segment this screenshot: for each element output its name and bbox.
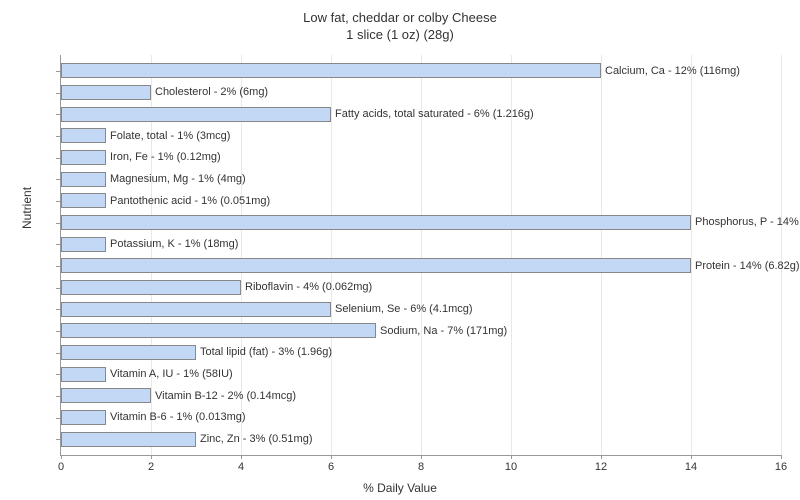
bar-row: Potassium, K - 1% (18mg) bbox=[61, 233, 238, 255]
nutrient-bar bbox=[61, 128, 106, 143]
y-tick bbox=[56, 396, 60, 397]
y-tick bbox=[56, 266, 60, 267]
bar-row: Cholesterol - 2% (6mg) bbox=[61, 82, 268, 104]
nutrient-bar bbox=[61, 258, 691, 273]
y-tick bbox=[56, 201, 60, 202]
y-tick bbox=[56, 309, 60, 310]
y-axis-label: Nutrient bbox=[20, 187, 34, 229]
nutrient-label: Pantothenic acid - 1% (0.051mg) bbox=[110, 195, 270, 207]
y-tick bbox=[56, 223, 60, 224]
chart-title: Low fat, cheddar or colby Cheese 1 slice… bbox=[0, 0, 800, 44]
nutrient-label: Vitamin B-6 - 1% (0.013mg) bbox=[110, 411, 246, 423]
bar-row: Riboflavin - 4% (0.062mg) bbox=[61, 277, 372, 299]
y-tick bbox=[56, 179, 60, 180]
plot-area: 0246810121416Calcium, Ca - 12% (116mg)Ch… bbox=[60, 55, 781, 456]
y-tick bbox=[56, 288, 60, 289]
x-tick-label: 12 bbox=[595, 461, 607, 473]
x-tick bbox=[691, 455, 692, 459]
nutrient-label: Magnesium, Mg - 1% (4mg) bbox=[110, 173, 246, 185]
bar-row: Pantothenic acid - 1% (0.051mg) bbox=[61, 190, 270, 212]
x-tick-label: 6 bbox=[328, 461, 334, 473]
nutrient-label: Phosphorus, P - 14% (136mg) bbox=[695, 216, 800, 228]
nutrient-bar bbox=[61, 193, 106, 208]
x-tick bbox=[421, 455, 422, 459]
bar-row: Protein - 14% (6.82g) bbox=[61, 255, 800, 277]
y-tick bbox=[56, 114, 60, 115]
y-tick bbox=[56, 418, 60, 419]
bar-row: Vitamin A, IU - 1% (58IU) bbox=[61, 363, 233, 385]
nutrient-label: Calcium, Ca - 12% (116mg) bbox=[605, 65, 740, 77]
x-tick-label: 2 bbox=[148, 461, 154, 473]
bar-row: Calcium, Ca - 12% (116mg) bbox=[61, 60, 740, 82]
nutrient-label: Iron, Fe - 1% (0.12mg) bbox=[110, 151, 221, 163]
x-tick-label: 8 bbox=[418, 461, 424, 473]
nutrient-bar bbox=[61, 410, 106, 425]
nutrient-bar bbox=[61, 388, 151, 403]
nutrient-label: Folate, total - 1% (3mcg) bbox=[110, 130, 230, 142]
nutrient-label: Selenium, Se - 6% (4.1mcg) bbox=[335, 303, 473, 315]
bar-row: Total lipid (fat) - 3% (1.96g) bbox=[61, 342, 332, 364]
bar-row: Selenium, Se - 6% (4.1mcg) bbox=[61, 298, 473, 320]
x-tick bbox=[511, 455, 512, 459]
bar-row: Phosphorus, P - 14% (136mg) bbox=[61, 212, 800, 234]
nutrient-bar bbox=[61, 215, 691, 230]
nutrient-label: Vitamin B-12 - 2% (0.14mcg) bbox=[155, 390, 296, 402]
x-tick bbox=[601, 455, 602, 459]
bar-row: Zinc, Zn - 3% (0.51mg) bbox=[61, 428, 312, 450]
x-axis-label: % Daily Value bbox=[0, 481, 800, 495]
nutrient-label: Fatty acids, total saturated - 6% (1.216… bbox=[335, 108, 534, 120]
x-tick-label: 4 bbox=[238, 461, 244, 473]
nutrient-label: Total lipid (fat) - 3% (1.96g) bbox=[200, 346, 332, 358]
nutrient-label: Protein - 14% (6.82g) bbox=[695, 260, 800, 272]
x-tick bbox=[781, 455, 782, 459]
nutrient-bar bbox=[61, 150, 106, 165]
y-tick bbox=[56, 331, 60, 332]
y-tick bbox=[56, 158, 60, 159]
bar-row: Fatty acids, total saturated - 6% (1.216… bbox=[61, 103, 534, 125]
title-line-2: 1 slice (1 oz) (28g) bbox=[346, 27, 454, 42]
title-line-1: Low fat, cheddar or colby Cheese bbox=[303, 10, 497, 25]
nutrient-label: Vitamin A, IU - 1% (58IU) bbox=[110, 368, 233, 380]
x-tick bbox=[241, 455, 242, 459]
y-tick bbox=[56, 93, 60, 94]
nutrient-bar bbox=[61, 367, 106, 382]
bar-row: Vitamin B-6 - 1% (0.013mg) bbox=[61, 407, 246, 429]
bar-row: Vitamin B-12 - 2% (0.14mcg) bbox=[61, 385, 296, 407]
bar-row: Iron, Fe - 1% (0.12mg) bbox=[61, 147, 221, 169]
nutrient-bar bbox=[61, 302, 331, 317]
nutrient-bar bbox=[61, 172, 106, 187]
nutrient-label: Riboflavin - 4% (0.062mg) bbox=[245, 281, 372, 293]
x-tick bbox=[331, 455, 332, 459]
y-tick bbox=[56, 374, 60, 375]
nutrient-bar bbox=[61, 280, 241, 295]
nutrient-label: Zinc, Zn - 3% (0.51mg) bbox=[200, 433, 312, 445]
x-tick-label: 10 bbox=[505, 461, 517, 473]
bar-row: Magnesium, Mg - 1% (4mg) bbox=[61, 168, 246, 190]
nutrient-bar bbox=[61, 85, 151, 100]
nutrition-chart: Low fat, cheddar or colby Cheese 1 slice… bbox=[0, 0, 800, 500]
nutrient-bar bbox=[61, 63, 601, 78]
x-tick-label: 14 bbox=[685, 461, 697, 473]
y-tick bbox=[56, 244, 60, 245]
bar-row: Sodium, Na - 7% (171mg) bbox=[61, 320, 507, 342]
y-tick bbox=[56, 439, 60, 440]
y-tick bbox=[56, 353, 60, 354]
x-tick-label: 16 bbox=[775, 461, 787, 473]
nutrient-bar bbox=[61, 107, 331, 122]
nutrient-bar bbox=[61, 432, 196, 447]
x-tick bbox=[151, 455, 152, 459]
y-tick bbox=[56, 71, 60, 72]
x-tick-label: 0 bbox=[58, 461, 64, 473]
y-tick bbox=[56, 136, 60, 137]
nutrient-bar bbox=[61, 323, 376, 338]
nutrient-label: Cholesterol - 2% (6mg) bbox=[155, 86, 268, 98]
nutrient-label: Potassium, K - 1% (18mg) bbox=[110, 238, 238, 250]
nutrient-label: Sodium, Na - 7% (171mg) bbox=[380, 325, 507, 337]
bar-row: Folate, total - 1% (3mcg) bbox=[61, 125, 230, 147]
x-tick bbox=[61, 455, 62, 459]
nutrient-bar bbox=[61, 345, 196, 360]
nutrient-bar bbox=[61, 237, 106, 252]
